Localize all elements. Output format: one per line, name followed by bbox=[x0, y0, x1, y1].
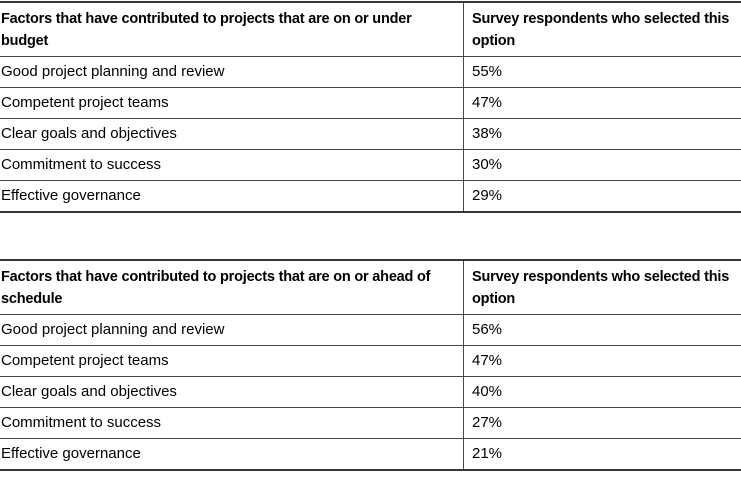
factor-cell: Good project planning and review bbox=[1, 321, 225, 338]
factor-cell: Effective governance bbox=[1, 445, 141, 462]
value-cell: 47% bbox=[463, 88, 741, 118]
value-cell: 30% bbox=[463, 150, 741, 180]
table-row: Effective governance 21% bbox=[0, 439, 741, 469]
table-row: Effective governance 29% bbox=[0, 181, 741, 211]
budget-factors-table: Factors that have contributed to project… bbox=[0, 1, 741, 213]
table-row: Competent project teams 47% bbox=[0, 88, 741, 119]
factor-cell: Competent project teams bbox=[1, 352, 169, 369]
value-cell: 56% bbox=[463, 315, 741, 345]
column-header-factors: Factors that have contributed to project… bbox=[1, 11, 412, 49]
table-row: Clear goals and objectives 38% bbox=[0, 119, 741, 150]
schedule-factors-table: Factors that have contributed to project… bbox=[0, 259, 741, 471]
column-header-respondents: Survey respondents who selected this opt… bbox=[463, 261, 741, 314]
table-header-row: Factors that have contributed to project… bbox=[0, 261, 741, 315]
table-row: Competent project teams 47% bbox=[0, 346, 741, 377]
value-cell: 47% bbox=[463, 346, 741, 376]
table-row: Good project planning and review 56% bbox=[0, 315, 741, 346]
value-cell: 21% bbox=[463, 439, 741, 469]
factor-cell: Commitment to success bbox=[1, 156, 162, 173]
factor-cell: Clear goals and objectives bbox=[1, 383, 177, 400]
value-cell: 38% bbox=[463, 119, 741, 149]
value-cell: 55% bbox=[463, 57, 741, 87]
column-header-factors: Factors that have contributed to project… bbox=[1, 269, 431, 307]
factor-cell: Effective governance bbox=[1, 187, 141, 204]
factor-cell: Commitment to success bbox=[1, 414, 162, 431]
factor-cell: Competent project teams bbox=[1, 94, 169, 111]
table-row: Commitment to success 30% bbox=[0, 150, 741, 181]
value-cell: 40% bbox=[463, 377, 741, 407]
column-header-respondents: Survey respondents who selected this opt… bbox=[463, 3, 741, 56]
table-header-row: Factors that have contributed to project… bbox=[0, 3, 741, 57]
factor-cell: Clear goals and objectives bbox=[1, 125, 177, 142]
factor-cell: Good project planning and review bbox=[1, 63, 225, 80]
table-row: Commitment to success 27% bbox=[0, 408, 741, 439]
table-row: Good project planning and review 55% bbox=[0, 57, 741, 88]
value-cell: 29% bbox=[463, 181, 741, 211]
value-cell: 27% bbox=[463, 408, 741, 438]
table-row: Clear goals and objectives 40% bbox=[0, 377, 741, 408]
